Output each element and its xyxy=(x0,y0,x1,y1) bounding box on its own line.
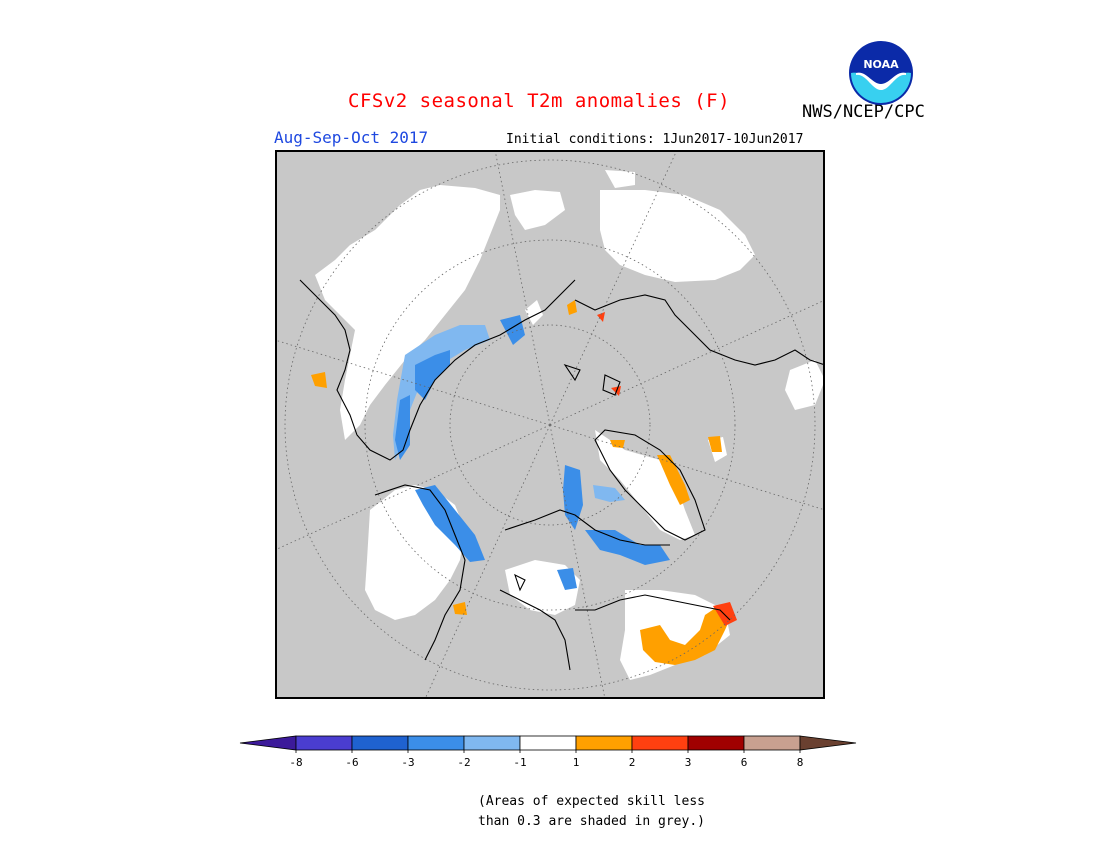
legend-swatch xyxy=(463,735,521,751)
legend-arrow-low xyxy=(239,735,297,751)
skill-note-line2: than 0.3 are shaded in grey.) xyxy=(478,814,705,829)
legend-tick-label: 6 xyxy=(741,756,748,769)
latitude-circles xyxy=(284,159,816,691)
initial-conditions: Initial conditions: 1Jun2017-10Jun2017 xyxy=(506,132,804,147)
legend-swatch xyxy=(519,735,577,751)
legend-tick-label: 8 xyxy=(797,756,804,769)
legend-swatch xyxy=(295,735,353,751)
legend-tick-label: -8 xyxy=(289,756,302,769)
legend-swatch xyxy=(351,735,409,751)
legend-arrow-high xyxy=(799,735,857,751)
warm-anomaly-regions xyxy=(311,300,737,665)
noaa-logo: NOAA xyxy=(849,41,913,105)
legend-tick-label: 2 xyxy=(629,756,636,769)
legend-tick-label: -6 xyxy=(345,756,358,769)
legend-swatch xyxy=(631,735,689,751)
logo-text: NOAA xyxy=(863,58,899,71)
legend-swatch xyxy=(743,735,801,751)
legend-tick-label: 1 xyxy=(573,756,580,769)
color-legend: -8 -6 -3 -2 -1 1 2 3 6 8 xyxy=(239,735,857,769)
legend-tick-label: 3 xyxy=(685,756,692,769)
forecast-map xyxy=(275,150,825,699)
legend-swatch xyxy=(407,735,465,751)
legend-tick-label: -1 xyxy=(513,756,526,769)
legend-tick-label: -3 xyxy=(401,756,414,769)
neutral-regions xyxy=(315,170,825,680)
legend-swatch xyxy=(575,735,633,751)
forecast-period: Aug-Sep-Oct 2017 xyxy=(274,128,429,147)
skill-note-line1: (Areas of expected skill less xyxy=(478,794,705,809)
map-title: CFSv2 seasonal T2m anomalies (F) xyxy=(348,90,731,112)
agency-label: NWS/NCEP/CPC xyxy=(802,102,925,122)
legend-swatch xyxy=(687,735,745,751)
coastlines xyxy=(299,279,825,671)
map-frame xyxy=(275,150,825,699)
skill-note: (Areas of expected skill less than 0.3 a… xyxy=(478,792,705,832)
longitude-lines xyxy=(275,150,825,699)
legend-tick-label: -2 xyxy=(457,756,470,769)
